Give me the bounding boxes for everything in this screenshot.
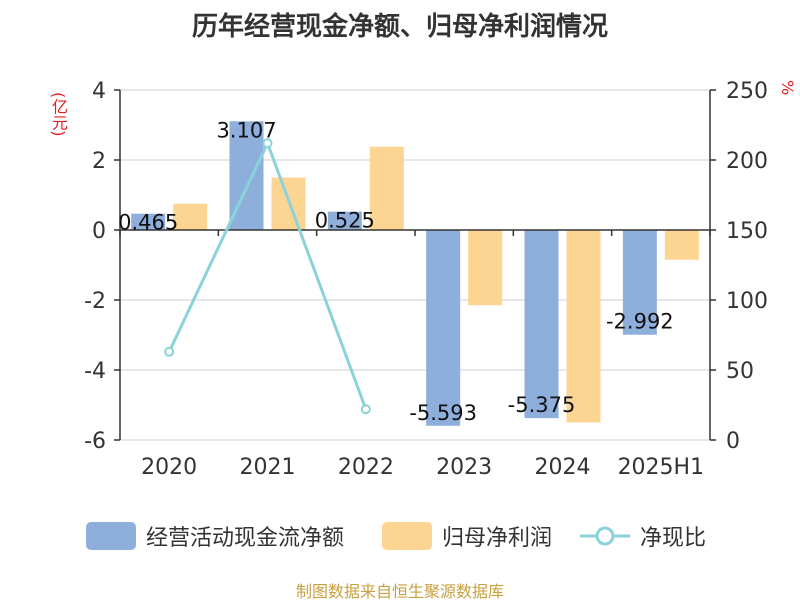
y-left-tick-label: 0 — [92, 219, 106, 244]
y-right-tick-label: 150 — [726, 219, 768, 244]
bar-net-profit — [369, 146, 404, 230]
y-left-tick-label: 2 — [92, 149, 106, 174]
x-tick-label: 2024 — [535, 455, 591, 480]
bar-cash-flow — [524, 230, 559, 419]
data-label-cash-flow: -5.375 — [508, 393, 576, 417]
x-tick-label: 2022 — [338, 455, 394, 480]
point-net-cash-ratio — [262, 138, 273, 149]
y-right-tick-label: 200 — [726, 149, 768, 174]
legend-swatch-profit — [382, 522, 432, 550]
data-label-cash-flow: 0.465 — [118, 211, 178, 235]
x-tick-label: 2021 — [240, 455, 296, 480]
legend-line-marker-icon — [580, 526, 630, 546]
bar-cash-flow — [131, 213, 166, 230]
legend-item-ratio[interactable]: 净现比 — [580, 520, 706, 552]
data-label-cash-flow: -5.593 — [409, 401, 477, 425]
legend-swatch-cash — [86, 522, 136, 550]
y-right-tick-label: 50 — [726, 359, 754, 384]
legend-item-profit[interactable]: 归母净利润 — [382, 520, 552, 552]
y-right-tick-label: 0 — [726, 429, 740, 454]
bar-cash-flow — [426, 230, 461, 426]
data-source-note: 制图数据来自恒生聚源数据库 — [295, 582, 504, 601]
legend: 经营活动现金流净额 归母净利润 净现比 — [0, 520, 800, 552]
bar-net-profit — [664, 230, 699, 260]
point-net-cash-ratio — [360, 404, 371, 415]
x-tick-label: 2025H1 — [618, 455, 705, 480]
point-net-cash-ratio — [164, 346, 175, 357]
legend-item-cash[interactable]: 经营活动现金流净额 — [86, 520, 344, 552]
chart-title: 历年经营现金净额、归母净利润情况 — [191, 12, 608, 42]
legend-label-profit: 归母净利润 — [442, 526, 553, 551]
x-tick-label: 2020 — [141, 455, 197, 480]
bar-cash-flow — [622, 230, 657, 335]
y-right-tick-label: 250 — [726, 79, 768, 104]
left-axis-unit: (亿元) — [49, 92, 68, 137]
bar-cash-flow — [327, 211, 362, 230]
bar-net-profit — [468, 230, 503, 306]
data-label-cash-flow: 0.525 — [315, 209, 375, 233]
y-right-tick-label: 100 — [726, 289, 768, 314]
y-left-tick-label: -6 — [84, 429, 106, 454]
data-label-cash-flow: 3.107 — [216, 118, 276, 142]
data-label-cash-flow: -2.992 — [606, 310, 674, 334]
line-net-cash-ratio — [167, 139, 368, 410]
bar-net-profit — [566, 230, 601, 423]
y-left-tick-label: -4 — [84, 359, 106, 384]
bar-net-profit — [173, 203, 208, 230]
legend-label-cash: 经营活动现金流净额 — [146, 526, 345, 551]
y-left-tick-label: 4 — [92, 79, 106, 104]
x-tick-label: 2023 — [436, 455, 492, 480]
chart-plot: -6 -4 -2 0 2 4 0 50 100 150 200 250 2020 2021 2022 2023… — [84, 79, 768, 480]
right-axis-unit: % — [778, 80, 797, 96]
legend-label-ratio: 净现比 — [640, 526, 707, 551]
y-left-tick-label: -2 — [84, 289, 106, 314]
